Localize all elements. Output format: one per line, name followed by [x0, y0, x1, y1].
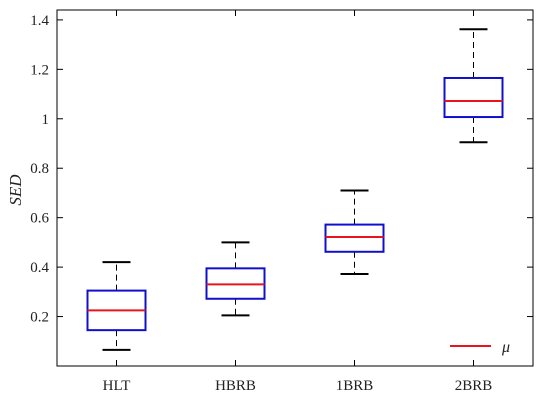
box-hlt	[86, 261, 147, 351]
x-axis: HLT HBRB 1BRB 2BRB	[103, 10, 493, 394]
y-tick-label: 1	[42, 112, 50, 128]
box-hbrb	[205, 241, 266, 317]
y-axis: 0.2 0.4 0.6 0.8 1 1.2 1.4	[30, 13, 533, 326]
x-tick-label: HLT	[103, 378, 131, 394]
y-axis-label: SED	[6, 174, 25, 206]
x-tick-label: 2BRB	[455, 378, 493, 394]
legend: μ	[450, 339, 510, 356]
x-tick-label: 1BRB	[336, 378, 374, 394]
iqr-box	[324, 223, 385, 253]
y-tick-label: 0.8	[30, 161, 49, 177]
x-tick-label: HBRB	[215, 378, 256, 394]
iqr-box	[443, 76, 504, 119]
y-tick-label: 1.2	[30, 62, 49, 78]
box-1brb	[324, 189, 385, 276]
plot-area-frame	[56, 9, 534, 367]
y-tick-label: 0.6	[30, 211, 49, 227]
legend-label-mu: μ	[501, 339, 510, 356]
y-tick-label: 0.4	[30, 260, 49, 276]
box-series	[86, 28, 504, 351]
y-tick-label: 0.2	[30, 310, 49, 326]
box-2brb	[443, 28, 504, 144]
y-tick-label: 1.4	[30, 13, 49, 29]
